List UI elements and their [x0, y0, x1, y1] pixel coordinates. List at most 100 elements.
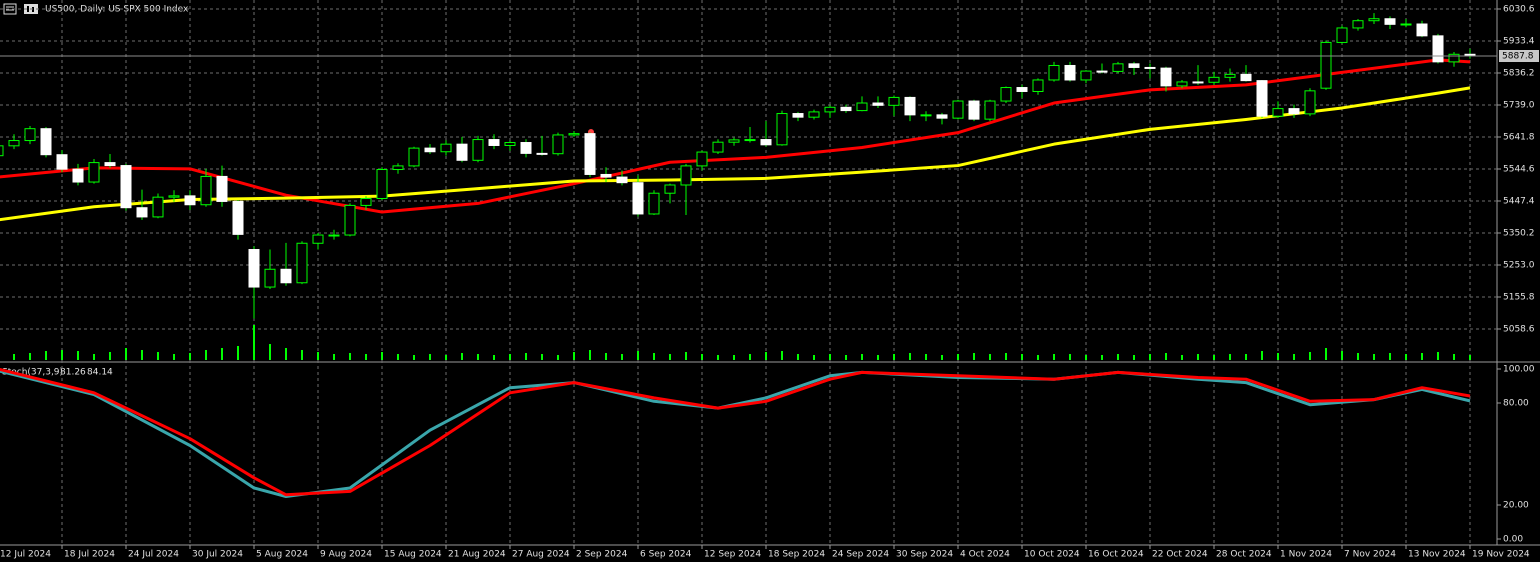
- chart-title: US500, Daily: US SPX 500 Index: [45, 5, 189, 15]
- candle-body: [408, 147, 420, 167]
- candle-body: [1416, 23, 1428, 37]
- x-tick-label: 18 Sep 2024: [768, 550, 825, 560]
- candle-body: [392, 165, 404, 171]
- x-tick-label: 30 Sep 2024: [896, 550, 953, 560]
- candle-body: [296, 242, 308, 284]
- x-tick-label: 5 Aug 2024: [256, 550, 308, 560]
- x-tick-label: 10 Oct 2024: [1024, 550, 1080, 560]
- candle-body: [184, 195, 196, 206]
- candle-body: [1192, 81, 1204, 84]
- candle-body: [1048, 64, 1060, 81]
- indicator-name: Stoch(37,3,9): [2, 368, 63, 378]
- candle-body: [616, 176, 628, 184]
- candle-body: [1224, 73, 1236, 78]
- candle-body: [216, 175, 228, 202]
- candle-body: [312, 234, 324, 244]
- candle-body: [1016, 87, 1028, 92]
- candle-body: [664, 184, 676, 194]
- candle-body: [1080, 70, 1092, 81]
- candle-body: [56, 154, 68, 170]
- candle-body: [648, 192, 660, 215]
- candle-body: [728, 139, 740, 143]
- indicator-value: 81.26: [60, 368, 86, 378]
- candle-body: [680, 165, 692, 186]
- candle-body: [712, 141, 724, 153]
- candle-body: [280, 268, 292, 284]
- candle-body: [1176, 81, 1188, 87]
- y-tick-label: 20.00: [1503, 501, 1529, 511]
- candle-body: [936, 114, 948, 119]
- candle-body: [840, 106, 852, 112]
- candle-body: [376, 169, 388, 199]
- candle-body: [504, 142, 516, 146]
- candle-body: [200, 175, 212, 206]
- candle-body: [872, 102, 884, 106]
- candle-body: [520, 142, 532, 154]
- candle-body: [952, 100, 964, 119]
- candle-body: [1144, 66, 1156, 69]
- candle-body: [792, 113, 804, 118]
- y-tick-label: 5836.2: [1503, 68, 1535, 78]
- candle-body: [24, 128, 36, 142]
- candle-body: [1336, 27, 1348, 43]
- candle-body: [0, 145, 4, 157]
- y-tick-label: 100.00: [1503, 365, 1535, 375]
- y-tick-label: 5641.8: [1503, 132, 1535, 142]
- icon: [3, 3, 17, 15]
- y-tick-label: 5155.8: [1503, 292, 1535, 302]
- candle-body: [440, 143, 452, 153]
- x-tick-label: 9 Aug 2024: [320, 550, 372, 560]
- y-tick-label: 5447.4: [1503, 196, 1535, 206]
- candle-body: [888, 96, 900, 106]
- candle-body: [904, 96, 916, 116]
- candle-body: [104, 162, 116, 167]
- icon: [27, 6, 29, 12]
- candle-body: [1432, 35, 1444, 63]
- candle-body: [1448, 53, 1460, 63]
- x-tick-label: 24 Sep 2024: [832, 550, 889, 560]
- candle-body: [1112, 63, 1124, 72]
- candle-body: [1352, 20, 1364, 29]
- candle-body: [1272, 108, 1284, 117]
- x-tick-label: 12 Jul 2024: [0, 550, 51, 560]
- candle-body: [1288, 108, 1300, 115]
- candle-body: [824, 106, 836, 113]
- candle-body: [1096, 70, 1108, 73]
- candle-body: [744, 139, 756, 142]
- x-tick-label: 15 Aug 2024: [384, 550, 442, 560]
- candle-body: [344, 204, 356, 236]
- x-tick-label: 6 Sep 2024: [640, 550, 692, 560]
- y-tick-label: 5058.6: [1503, 324, 1535, 334]
- y-tick-label: 5544.6: [1503, 164, 1535, 174]
- x-tick-label: 27 Aug 2024: [512, 550, 570, 560]
- x-tick-label: 28 Oct 2024: [1216, 550, 1272, 560]
- y-tick-label: 6030.6: [1503, 4, 1535, 14]
- candle-body: [968, 100, 980, 120]
- candle-body: [600, 173, 612, 178]
- candle-body: [536, 152, 548, 155]
- y-tick-label: 5253.0: [1503, 260, 1535, 270]
- y-tick-label: 5350.2: [1503, 228, 1535, 238]
- x-tick-label: 19 Nov 2024: [1472, 550, 1530, 560]
- candle-body: [1160, 67, 1172, 87]
- candle-body: [1320, 41, 1332, 89]
- y-tick-label: 0.00: [1503, 535, 1523, 545]
- candle-body: [632, 182, 644, 215]
- candle-body: [856, 102, 868, 112]
- candle-body: [1064, 64, 1076, 81]
- candle-body: [1304, 90, 1316, 115]
- main-pane: [0, 13, 1476, 360]
- indicator-value: 84.14: [87, 368, 113, 378]
- x-tick-label: 24 Jul 2024: [128, 550, 179, 560]
- candle-body: [456, 143, 468, 161]
- candle-body: [360, 197, 372, 206]
- x-tick-label: 22 Oct 2024: [1152, 550, 1208, 560]
- candle-body: [120, 165, 132, 209]
- x-tick-label: 2 Sep 2024: [576, 550, 628, 560]
- candle-body: [1384, 18, 1396, 25]
- x-tick-label: 30 Jul 2024: [192, 550, 243, 560]
- x-tick-label: 13 Nov 2024: [1408, 550, 1466, 560]
- candle-body: [328, 234, 340, 237]
